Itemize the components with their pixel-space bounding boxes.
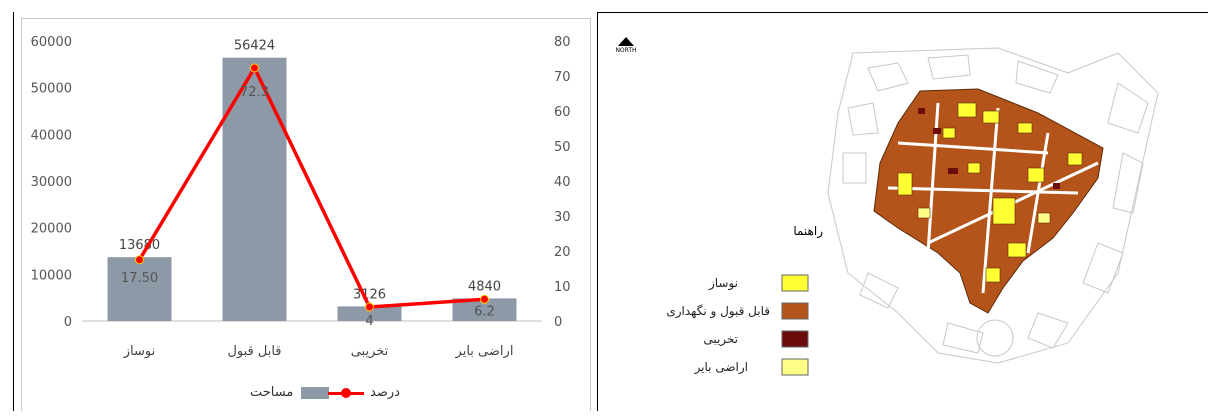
legend-swatch-vacant bbox=[781, 358, 809, 376]
legend-label-new: نوساز bbox=[708, 276, 738, 291]
combo-chart: 0 10000 20000 30000 40000 50000 60000 0 10 20 30 4… bbox=[31, 35, 571, 359]
left-axis-tick-label: 10000 bbox=[31, 268, 72, 283]
category-label: تخریبی bbox=[351, 344, 389, 359]
legend-label-acceptable: قابل قبول و نگهداری bbox=[666, 304, 770, 319]
left-axis-tick-label: 20000 bbox=[31, 222, 72, 237]
line-value-label: 72.3 bbox=[240, 85, 269, 100]
right-axis-tick-label: 80 bbox=[554, 35, 571, 50]
left-axis-tick-label: 40000 bbox=[31, 128, 72, 143]
legend-bar-swatch bbox=[301, 386, 330, 399]
right-axis-tick-label: 60 bbox=[554, 105, 571, 120]
north-label: NORTH bbox=[615, 47, 636, 54]
legend-swatch-acceptable bbox=[781, 302, 809, 320]
bar bbox=[337, 306, 402, 321]
legend-swatch-new bbox=[781, 274, 809, 292]
line-value-label: 17.50 bbox=[121, 271, 158, 286]
legend-swatch-ruined bbox=[781, 330, 809, 348]
bar bbox=[452, 298, 517, 321]
left-axis-tick-label: 60000 bbox=[31, 35, 72, 50]
line-value-label: 6.2 bbox=[474, 304, 495, 319]
right-axis-tick-label: 50 bbox=[554, 140, 571, 155]
right-axis-tick-label: 20 bbox=[554, 245, 571, 260]
percent-line bbox=[137, 66, 485, 309]
category-label: اراضی بایر bbox=[455, 344, 514, 359]
left-axis-tick-label: 30000 bbox=[31, 175, 72, 190]
map-panel: NORTH bbox=[598, 12, 1208, 411]
right-axis-tick-label: 30 bbox=[554, 210, 571, 225]
bar-value-label: 13680 bbox=[119, 238, 160, 253]
right-axis-tick-label: 40 bbox=[554, 175, 571, 190]
left-axis-tick-label: 50000 bbox=[31, 82, 72, 97]
category-label: قابل قبول bbox=[227, 344, 281, 359]
right-axis-tick-label: 0 bbox=[554, 315, 562, 330]
percent-point bbox=[480, 294, 489, 304]
site-map: NORTH bbox=[615, 37, 1159, 376]
right-axis-tick-label: 70 bbox=[554, 70, 571, 85]
legend-line-item: درصد bbox=[328, 385, 400, 400]
legend-line-swatch bbox=[328, 387, 364, 399]
percent-point bbox=[365, 302, 374, 312]
legend-bar-label: مساحت bbox=[250, 385, 294, 400]
legend-label-vacant: اراضی بایر bbox=[694, 360, 748, 375]
study-area bbox=[873, 88, 1104, 314]
percent-point bbox=[135, 255, 144, 265]
chart-panel: 0 10000 20000 30000 40000 50000 60000 0 10 20 30 4… bbox=[13, 12, 598, 411]
bar-value-label: 56424 bbox=[234, 39, 275, 54]
bar-value-label: 3126 bbox=[353, 287, 386, 302]
bar-value-label: 4840 bbox=[468, 279, 501, 294]
legend-bar-item: مساحت bbox=[250, 385, 330, 400]
left-axis-tick-label: 0 bbox=[64, 315, 72, 330]
category-label: نوساز bbox=[123, 344, 155, 359]
north-arrow-icon bbox=[618, 37, 634, 46]
map-legend-title: راهنما bbox=[793, 224, 823, 239]
line-value-label: 4 bbox=[365, 314, 373, 329]
legend-label-ruined: تخریبی bbox=[703, 332, 738, 347]
legend-line-label: درصد bbox=[370, 385, 400, 400]
bar bbox=[107, 257, 172, 321]
right-axis-tick-label: 10 bbox=[554, 280, 571, 295]
chart-frame: 0 10000 20000 30000 40000 50000 60000 0 10 20 30 4… bbox=[21, 18, 591, 411]
percent-point bbox=[250, 63, 259, 73]
surrounding-blocks bbox=[827, 47, 1159, 364]
